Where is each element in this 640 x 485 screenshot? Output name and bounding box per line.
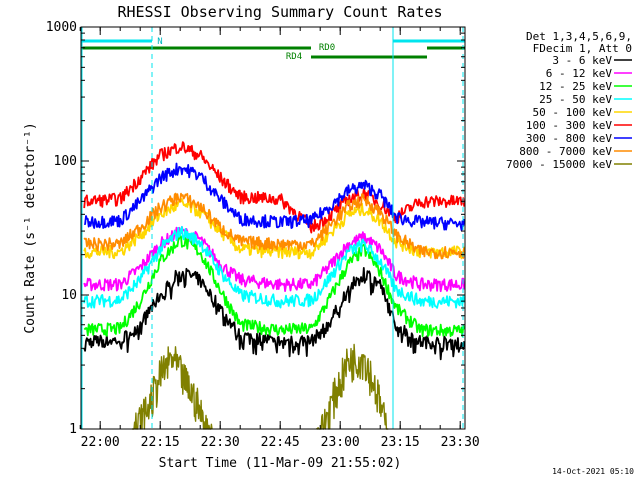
y-tick-label-1: 10 xyxy=(61,288,77,303)
plot-layer xyxy=(81,27,466,430)
plot-frame xyxy=(80,26,466,430)
x-tick-label-3: 22:45 xyxy=(261,435,300,450)
series-line-0-0 xyxy=(83,266,466,361)
rd0-label: RD0 xyxy=(319,43,335,53)
rd4-label: RD4 xyxy=(286,52,302,62)
legend-label-5: 100 - 300 keV xyxy=(526,119,612,132)
x-tick-label-6: 23:30 xyxy=(441,435,480,450)
x-tick-label-1: 22:15 xyxy=(141,435,180,450)
legend-label-7: 800 - 7000 keV xyxy=(519,145,612,158)
series-line-6-0 xyxy=(84,162,466,232)
x-tick-label-4: 23:00 xyxy=(321,435,360,450)
series-7 xyxy=(83,192,466,260)
series-line-8-1 xyxy=(315,343,389,430)
legend-header-1: Det 1,3,4,5,6,9, xyxy=(526,30,632,43)
legend-label-0: 3 - 6 keV xyxy=(552,54,612,67)
series-line-3-0 xyxy=(83,225,466,309)
series-2 xyxy=(83,234,466,338)
x-axis-label: Start Time (11-Mar-09 21:55:02) xyxy=(159,456,402,471)
y-tick-label-2: 100 xyxy=(54,154,77,169)
legend-label-2: 12 - 25 keV xyxy=(539,80,612,93)
timestamp: 14-Oct-2021 05:10 xyxy=(552,467,634,476)
x-tick-label-2: 22:30 xyxy=(201,435,240,450)
series-line-8-0 xyxy=(132,346,213,430)
series-3 xyxy=(83,225,466,309)
y-tick-label-3: 1000 xyxy=(46,20,77,35)
legend-header-2: FDecim 1, Att 0 xyxy=(533,42,632,55)
series-line-2-0 xyxy=(83,234,466,338)
y-tick-label-0: 1 xyxy=(69,422,77,437)
series-line-1-0 xyxy=(83,225,466,293)
series-8 xyxy=(132,343,389,430)
series-6 xyxy=(84,162,466,232)
legend-label-8: 7000 - 15000 keV xyxy=(506,158,612,171)
legend-label-1: 6 - 12 keV xyxy=(546,67,613,80)
series-1 xyxy=(83,225,466,293)
x-tick-label-0: 22:00 xyxy=(81,435,120,450)
saa-label: N xyxy=(157,37,162,47)
legend-label-6: 300 - 800 keV xyxy=(526,132,612,145)
legend-label-4: 50 - 100 keV xyxy=(533,106,613,119)
y-axis-label: Count Rate (s⁻¹ detector⁻¹) xyxy=(23,122,38,333)
series-0 xyxy=(83,266,466,361)
x-tick-label-5: 23:15 xyxy=(381,435,420,450)
series-line-7-0 xyxy=(83,192,466,260)
chart-title: RHESSI Observing Summary Count Rates xyxy=(117,3,442,21)
legend-label-3: 25 - 50 keV xyxy=(539,93,612,106)
